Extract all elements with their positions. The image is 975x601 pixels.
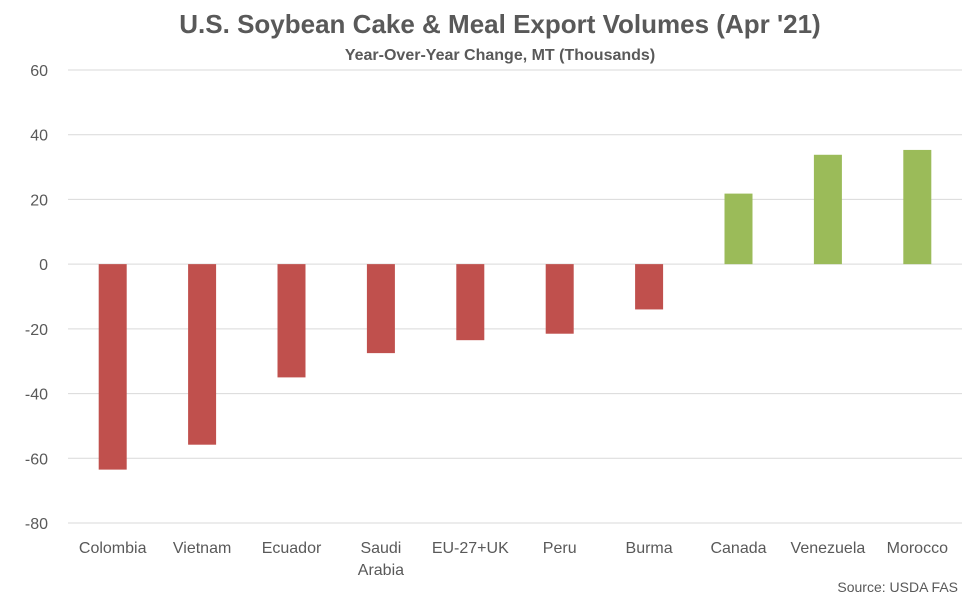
x-tick-label: Saudi [360, 540, 401, 557]
y-tick-label: -80 [25, 516, 48, 533]
y-tick-label: 0 [39, 257, 48, 274]
source-note: Source: USDA FAS [837, 579, 958, 595]
x-tick-label: Peru [543, 540, 577, 557]
x-tick-label: Burma [626, 540, 673, 557]
x-tick-label: Morocco [887, 540, 948, 557]
bar [813, 154, 842, 265]
y-tick-label: 40 [30, 128, 48, 145]
x-tick-label: Vietnam [173, 540, 231, 557]
bar [545, 264, 574, 334]
bar [98, 264, 127, 470]
x-tick-label: EU-27+UK [432, 540, 509, 557]
bars [98, 149, 932, 470]
y-tick-label: 20 [30, 192, 48, 209]
x-tick-label: Arabia [358, 562, 404, 579]
bar [188, 264, 217, 445]
bar [635, 264, 664, 310]
y-tick-label: -20 [25, 322, 48, 339]
bar [456, 264, 485, 341]
x-tick-label: Colombia [79, 540, 147, 557]
chart-subtitle: Year-Over-Year Change, MT (Thousands) [345, 47, 655, 64]
x-axis-labels: Colombia Vietnam Ecuador Saudi Arabia EU-27+U… [79, 540, 948, 579]
y-tick-label: -60 [25, 451, 48, 468]
bar [277, 264, 306, 378]
y-axis-ticks: 60 40 20 0 -20 -40 -60 -80 [25, 63, 48, 533]
bar [903, 149, 932, 265]
y-tick-label: -40 [25, 387, 48, 404]
bar [366, 264, 395, 354]
grid-lines [68, 69, 962, 524]
bar [724, 193, 753, 265]
x-tick-label: Ecuador [262, 540, 322, 557]
chart-title: U.S. Soybean Cake & Meal Export Volumes … [179, 9, 820, 39]
x-tick-label: Venezuela [791, 540, 866, 557]
x-tick-label: Canada [710, 540, 766, 557]
y-tick-label: 60 [30, 63, 48, 80]
